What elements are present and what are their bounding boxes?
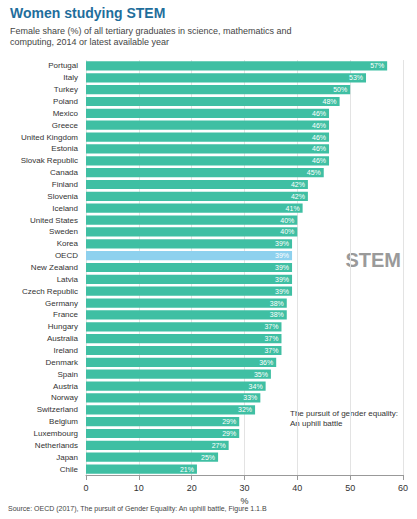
svg-text:Norway: Norway: [51, 393, 78, 402]
svg-text:40%: 40%: [280, 217, 294, 224]
svg-text:Turkey: Turkey: [54, 85, 78, 94]
svg-text:STEM: STEM: [345, 249, 401, 271]
svg-text:Ireland: Ireland: [54, 346, 78, 355]
svg-text:38%: 38%: [270, 300, 284, 307]
svg-text:33%: 33%: [243, 394, 257, 401]
svg-text:Iceland: Iceland: [52, 204, 78, 213]
svg-text:Japan: Japan: [56, 453, 78, 462]
svg-text:45%: 45%: [307, 169, 321, 176]
svg-text:%: %: [240, 496, 248, 506]
svg-text:An uphill battle: An uphill battle: [290, 418, 343, 428]
svg-text:Slovenia: Slovenia: [47, 192, 78, 201]
svg-text:60: 60: [398, 483, 408, 493]
svg-text:21%: 21%: [180, 466, 194, 473]
svg-text:29%: 29%: [222, 418, 236, 425]
svg-text:Women studying STEM: Women studying STEM: [10, 5, 165, 21]
svg-text:Female share (%) of all tertia: Female share (%) of all tertiary graduat…: [10, 26, 294, 36]
svg-text:39%: 39%: [275, 240, 289, 247]
svg-text:40: 40: [292, 483, 302, 493]
svg-text:Chile: Chile: [60, 465, 79, 474]
svg-text:Estonia: Estonia: [51, 144, 78, 153]
svg-text:30: 30: [239, 483, 249, 493]
svg-text:42%: 42%: [291, 193, 305, 200]
svg-text:27%: 27%: [212, 442, 226, 449]
svg-text:39%: 39%: [275, 252, 289, 259]
svg-text:Mexico: Mexico: [53, 109, 79, 118]
svg-text:39%: 39%: [275, 264, 289, 271]
svg-text:37%: 37%: [264, 323, 278, 330]
svg-text:Netherlands: Netherlands: [35, 441, 78, 450]
svg-text:38%: 38%: [270, 311, 284, 318]
svg-text:Hungary: Hungary: [48, 322, 78, 331]
svg-text:Korea: Korea: [57, 239, 79, 248]
svg-text:35%: 35%: [254, 371, 268, 378]
svg-text:Canada: Canada: [50, 168, 79, 177]
svg-text:41%: 41%: [286, 205, 300, 212]
svg-text:Spain: Spain: [58, 370, 78, 379]
svg-text:New Zealand: New Zealand: [31, 263, 78, 272]
svg-text:53%: 53%: [349, 74, 363, 81]
svg-text:10: 10: [134, 483, 144, 493]
svg-text:0: 0: [83, 483, 88, 493]
svg-text:50%: 50%: [333, 86, 347, 93]
svg-text:39%: 39%: [275, 276, 289, 283]
svg-text:France: France: [53, 310, 78, 319]
svg-text:46%: 46%: [312, 157, 326, 164]
svg-text:Germany: Germany: [45, 299, 78, 308]
svg-text:46%: 46%: [312, 110, 326, 117]
svg-text:37%: 37%: [264, 347, 278, 354]
svg-text:Denmark: Denmark: [46, 358, 79, 367]
svg-text:Latvia: Latvia: [57, 275, 79, 284]
svg-text:46%: 46%: [312, 145, 326, 152]
svg-text:Italy: Italy: [63, 73, 78, 82]
svg-text:29%: 29%: [222, 430, 236, 437]
svg-text:46%: 46%: [312, 134, 326, 141]
svg-text:Switzerland: Switzerland: [37, 405, 78, 414]
svg-text:34%: 34%: [249, 383, 263, 390]
svg-text:25%: 25%: [201, 454, 215, 461]
svg-text:Luxembourg: Luxembourg: [34, 429, 78, 438]
svg-text:42%: 42%: [291, 181, 305, 188]
svg-text:Belgium: Belgium: [49, 417, 78, 426]
svg-text:Poland: Poland: [53, 97, 78, 106]
svg-text:20: 20: [187, 483, 197, 493]
svg-text:Portugal: Portugal: [48, 61, 78, 70]
svg-text:The pursuit of gender equality: The pursuit of gender equality:: [290, 409, 400, 418]
svg-text:Slovak Republic: Slovak Republic: [21, 156, 78, 165]
svg-text:Austria: Austria: [53, 382, 78, 391]
svg-text:48%: 48%: [323, 98, 337, 105]
svg-text:United Kingdom: United Kingdom: [21, 133, 78, 142]
svg-text:computing, 2014 or latest avai: computing, 2014 or latest available year: [10, 37, 169, 47]
svg-text:37%: 37%: [264, 335, 278, 342]
svg-text:Greece: Greece: [52, 121, 79, 130]
svg-text:United States: United States: [30, 216, 78, 225]
svg-text:OECD: OECD: [55, 251, 78, 260]
svg-text:40%: 40%: [280, 228, 294, 235]
svg-text:57%: 57%: [370, 62, 384, 69]
svg-text:50: 50: [345, 483, 355, 493]
svg-text:46%: 46%: [312, 122, 326, 129]
svg-text:Czech Republic: Czech Republic: [22, 287, 78, 296]
svg-text:32%: 32%: [238, 406, 252, 413]
svg-text:39%: 39%: [275, 288, 289, 295]
svg-text:Sweden: Sweden: [49, 227, 78, 236]
svg-text:36%: 36%: [259, 359, 273, 366]
svg-text:Australia: Australia: [47, 334, 79, 343]
svg-text:Finland: Finland: [52, 180, 78, 189]
svg-text:Source: OECD (2017), The pursu: Source: OECD (2017), The pursuit of Gend…: [8, 505, 267, 513]
